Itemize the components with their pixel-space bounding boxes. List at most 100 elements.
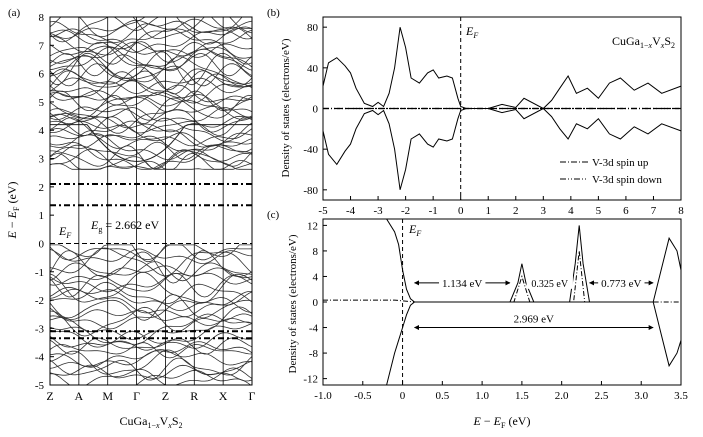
k-point-label: R: [190, 389, 198, 403]
ef-label: EF: [58, 224, 71, 240]
y-tick-label: -5: [35, 380, 45, 392]
panel-b: -5 -4 -3 -2 -1 0 1 2 3 4 5 6 7 8 -80 -40 0 40 80 (b) Densi…: [267, 7, 684, 217]
band-line: [50, 261, 252, 282]
band-line: [50, 120, 252, 147]
band-line: [50, 116, 252, 137]
band-line: [50, 271, 252, 304]
band-line: [50, 330, 252, 349]
y-tick-label: 7: [39, 40, 45, 52]
y-ticks: -5 -4 -3 -2 -1 0 1 2 3 4 5 6 7 8: [35, 12, 54, 392]
panel-c: -1.0 -0.5 0 0.5 1.0 1.5 2.0 2.5 3.0 3.5 -12 -8 -4 0 4 8…: [267, 209, 688, 430]
k-point-label: Z: [46, 389, 53, 403]
y-tick-label: 5: [39, 97, 45, 109]
y-tick-label: 12: [307, 220, 318, 232]
k-point-label: Z: [162, 389, 169, 403]
band-line: [50, 306, 252, 337]
cbm-band: [50, 124, 252, 162]
k-point-label: X: [219, 389, 228, 403]
x-tick-label: -3: [373, 205, 383, 217]
gap-label: 2.969 eV: [514, 314, 554, 326]
y-axis-label: Density of states (electrons/eV): [280, 38, 292, 177]
y-tick-label: 6: [39, 69, 45, 81]
x-tick-label: 1.5: [515, 390, 529, 402]
x-tick-label: 0.5: [435, 390, 449, 402]
band-lines: [50, 17, 252, 385]
y-tick-label: 1: [39, 210, 45, 222]
k-point-label: M: [102, 389, 113, 403]
band-line: [50, 244, 252, 261]
y-tick-label: -2: [35, 295, 44, 307]
band-line: [50, 160, 252, 170]
gap-label: 1.134 eV: [442, 278, 482, 290]
y-tick-label: -40: [303, 144, 318, 156]
band-line: [50, 41, 252, 58]
y-tick-label: 0: [313, 297, 319, 309]
panel-label: (c): [267, 209, 280, 221]
band-line: [50, 77, 252, 94]
band-line: [50, 132, 252, 149]
band-line: [50, 18, 252, 53]
y-tick-label: -3: [35, 323, 45, 335]
x-tick-label: -1.0: [314, 390, 332, 402]
y-tick-label: -8: [309, 348, 319, 360]
band-line: [50, 265, 252, 286]
x-tick-label: 0: [400, 390, 406, 402]
panel-a: -5 -4 -3 -2 -1 0 1 2 3 4 5 6 7 8 Z A M Γ Z R X Γ (a) E − EF …: [5, 7, 256, 430]
band-line: [50, 53, 252, 77]
dos-series-1: [386, 219, 681, 303]
x-tick-label: 1: [485, 205, 491, 217]
band-line: [53, 369, 252, 385]
panel-label: (b): [267, 7, 280, 19]
band-line: [50, 17, 252, 31]
x-tick-label: -4: [346, 205, 356, 217]
band-line: [50, 90, 252, 113]
band-line: [50, 309, 252, 326]
band-line: [50, 41, 252, 65]
gap-label: Eg = 2.662 eV: [90, 218, 159, 234]
x-tick-label: 5: [596, 205, 602, 217]
band-line: [50, 145, 252, 170]
x-tick-label: -5: [318, 205, 328, 217]
band-line: [78, 17, 243, 37]
band-line: [50, 367, 252, 385]
x-tick-label: 7: [651, 205, 657, 217]
band-line: [50, 17, 252, 43]
x-axis-label: E − EF (eV): [473, 414, 531, 430]
band-line: [50, 244, 252, 263]
y-tick-label: 4: [39, 125, 45, 137]
y-axis-label: E − EF (eV): [5, 182, 21, 240]
band-line: [50, 134, 252, 162]
gap-label-bg: [598, 274, 645, 289]
gap-label-bg: [526, 274, 573, 289]
x-tick-label: 2.0: [555, 390, 569, 402]
dos-curves: [322, 17, 682, 200]
y-tick-label: 3: [39, 154, 45, 166]
x-tick-label: 3.0: [634, 390, 648, 402]
y-axis-label: Density of states (electrons/eV): [287, 234, 299, 373]
band-line: [50, 108, 252, 134]
y-tick-label: 80: [307, 22, 319, 34]
band-line: [50, 349, 252, 376]
x-tick-label: 8: [678, 205, 684, 217]
band-line: [50, 19, 252, 40]
gap-label: 0.325 eV: [531, 279, 568, 290]
x-tick-label: 4: [568, 205, 574, 217]
gap-annotations: 1.134 eV 0.325 eV 0.773 eV 2.969 eV: [413, 274, 654, 331]
y-tick-label: -12: [303, 374, 318, 386]
x-tick-label: 0: [458, 205, 464, 217]
axis-ticks: -1.0 -0.5 0 0.5 1.0 1.5 2.0 2.5 3.0 3.5 -12 -8 -4 0 4 8…: [303, 220, 688, 402]
gap-label-bg: [439, 274, 486, 289]
dos-series-1: [322, 27, 682, 110]
y-tick-label: 0: [39, 238, 45, 250]
band-line: [50, 281, 252, 304]
band-line: [50, 272, 252, 298]
y-tick-label: -80: [303, 185, 318, 197]
band-line: [50, 90, 252, 107]
band-line: [50, 94, 252, 125]
x-tick-label: -2: [401, 205, 410, 217]
x-tick-label: -0.5: [354, 390, 372, 402]
y-tick-label: 2: [39, 182, 45, 194]
k-point-label: Γ: [249, 389, 256, 403]
